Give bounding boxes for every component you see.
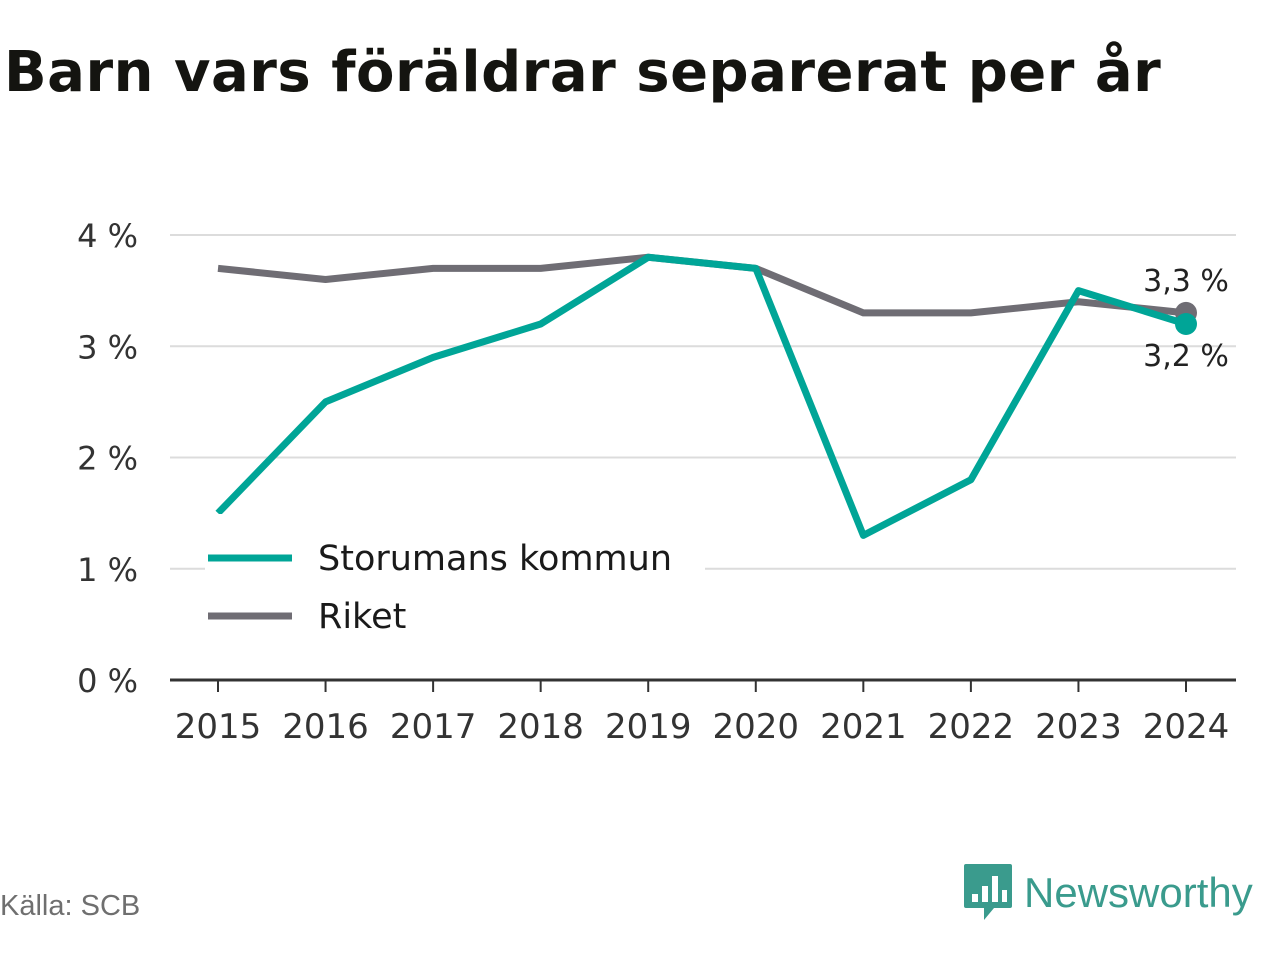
x-tick-label: 2019	[605, 707, 692, 747]
x-axis-tick-labels: 2015 2016 2017 2018 2019 2020 2021 2022 2023 2024	[175, 707, 1230, 747]
source-note: Källa: SCB	[0, 890, 141, 922]
x-tick-label: 2024	[1143, 707, 1230, 747]
y-tick-label: 2 %	[77, 440, 138, 478]
newsworthy-logo-icon	[964, 864, 1012, 920]
x-tick-label: 2023	[1035, 707, 1122, 747]
y-tick-label: 3 %	[77, 328, 138, 366]
y-tick-label: 4 %	[77, 217, 138, 255]
series-line	[215, 253, 1188, 539]
series-lines	[215, 253, 1197, 539]
y-tick-label: 0 %	[77, 662, 138, 700]
x-tick-label: 2015	[175, 707, 262, 747]
x-tick-label: 2016	[282, 707, 369, 747]
series-end-marker	[1175, 313, 1197, 335]
end-label: 3,3 %	[1143, 264, 1229, 299]
x-tick-label: 2018	[497, 707, 584, 747]
end-label: 3,2 %	[1143, 339, 1229, 374]
x-axis	[170, 678, 1236, 692]
chart-title: Barn vars föräldrar separerat per år	[4, 40, 1162, 105]
brand-name: Newsworthy	[1024, 869, 1253, 916]
end-labels: 3,3 % 3,2 %	[1143, 264, 1229, 374]
x-tick-label: 2021	[820, 707, 907, 747]
legend-background	[205, 572, 705, 628]
x-tick-label: 2022	[928, 707, 1015, 747]
x-tick-label: 2020	[713, 707, 800, 747]
x-tick-label: 2017	[390, 707, 477, 747]
legend-label: Riket	[318, 597, 406, 637]
brand-logo[interactable]: Newsworthy	[962, 862, 1253, 924]
y-tick-label: 1 %	[77, 551, 138, 589]
y-axis-tick-labels: 0 % 1 % 2 % 3 % 4 %	[77, 217, 138, 700]
